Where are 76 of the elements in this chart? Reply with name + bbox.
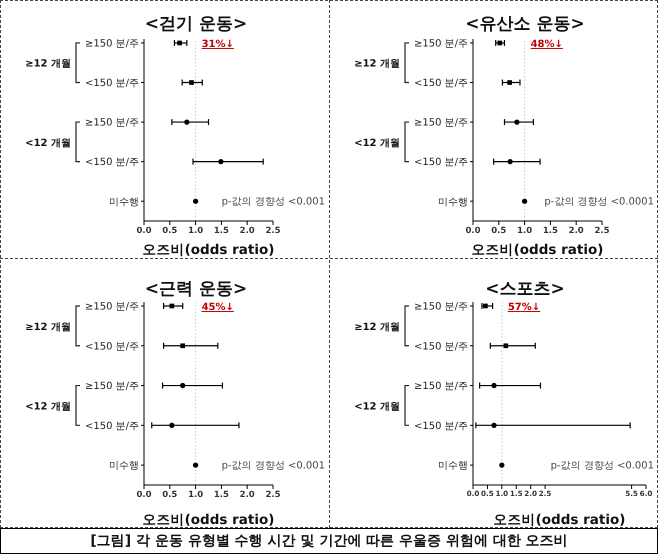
y-tick-label: ≥150 분/주	[84, 38, 139, 50]
x-tick-label: 0.0	[465, 226, 481, 236]
x-axis-title: 오즈비(odds ratio)	[494, 512, 626, 528]
annotation: 57%↓	[508, 302, 540, 313]
y-tick-label: ≥150 분/주	[414, 302, 468, 313]
y-tick-label: <150 분/주	[414, 157, 468, 168]
text: ≥12 개월	[25, 322, 71, 333]
text: [그림] 각 운동 유형별 수행 시간 및 기간에 따른 우울증 위험에 대한 오즈비	[0, 528, 658, 554]
x-tick-label: 1.0	[517, 226, 532, 236]
text: ≥12 개월	[25, 58, 71, 70]
y-tick-label: <150 분/주	[84, 78, 139, 90]
y-tick-label: <150 분/주	[414, 341, 468, 352]
y-tick-label: ≥150 분/주	[84, 118, 139, 129]
point	[218, 159, 224, 164]
x-tick-label: 0.5	[491, 226, 506, 236]
x-tick-label: 1.0	[188, 490, 204, 500]
y-tick-label: <150 분/주	[414, 420, 468, 432]
x-tick-label: 2.0	[240, 490, 255, 500]
chart-title: <걷기 운동>	[144, 14, 248, 34]
x-tick-label: 2.5	[265, 490, 281, 500]
y-tick-label: 미수행	[109, 460, 139, 472]
y-tick-label: <150 분/주	[414, 78, 468, 90]
point	[491, 422, 497, 428]
y-tick-label: ≥150 분/주	[84, 381, 139, 392]
y-tick-label: <150 분/주	[84, 157, 139, 168]
point	[491, 382, 497, 388]
text: <12 개월	[354, 138, 400, 149]
x-tick-label: 1.5	[214, 226, 230, 236]
point	[189, 80, 194, 85]
point	[522, 198, 528, 204]
y-tick-label: <150 분/주	[84, 341, 139, 352]
x-axis-title: 오즈비(odds ratio)	[142, 512, 274, 528]
text: <12 개월	[354, 401, 400, 412]
point	[504, 343, 508, 348]
chart-title: <유산소 운동>	[465, 14, 585, 34]
x-tick-label: 0.0	[136, 226, 152, 236]
annotation: 45%↓	[202, 302, 234, 313]
point	[499, 462, 504, 468]
text: ≥12 개월	[354, 322, 400, 333]
y-tick-label: ≥150 분/주	[84, 302, 139, 313]
text: <12 개월	[25, 138, 71, 149]
annotation: p-값의 경향성 <0.0001	[544, 196, 654, 208]
x-tick-label: 2.0	[568, 226, 584, 236]
annotation: p-값의 경향성 <0.001	[550, 460, 654, 472]
annotation: p-값의 경향성 <0.001	[222, 460, 325, 472]
y-tick-label: 미수행	[438, 460, 468, 472]
x-tick-label: 0.5	[162, 226, 178, 236]
point	[192, 198, 198, 204]
x-tick-label: 1.5	[542, 226, 558, 236]
x-tick-label: 2.5	[265, 226, 281, 236]
y-tick-label: ≥150 분/주	[414, 381, 468, 392]
x-tick-label: 0.5	[162, 490, 178, 500]
point	[514, 119, 520, 125]
point	[184, 119, 190, 125]
y-tick-label: 미수행	[438, 196, 468, 208]
chart-title: <근력 운동>	[144, 279, 248, 299]
y-tick-label: ≥150 분/주	[414, 118, 468, 129]
y-tick-label: 미수행	[109, 196, 139, 208]
annotation: 31%↓	[202, 38, 234, 50]
point	[508, 159, 513, 164]
point	[507, 80, 512, 85]
y-tick-label: <150 분/주	[84, 420, 139, 432]
chart-title: <스포츠>	[485, 279, 565, 299]
annotation: 48%↓	[530, 38, 563, 50]
x-tick-label: 1.5	[214, 490, 230, 500]
text: ≥12 개월	[354, 58, 400, 70]
text: <12 개월	[25, 401, 71, 412]
x-tick-label: 2.5	[594, 226, 610, 236]
y-tick-label: ≥150 분/주	[414, 38, 468, 50]
x-tick-label: 2.0	[240, 226, 255, 236]
x-axis-title: 오즈비(odds ratio)	[142, 242, 274, 258]
x-tick-label: 1.0	[188, 226, 204, 236]
x-tick-label: 0.0	[136, 490, 152, 500]
x-axis-title: 오즈비(odds ratio)	[472, 242, 604, 258]
annotation: p-값의 경향성 <0.001	[222, 196, 325, 208]
point	[177, 40, 182, 46]
